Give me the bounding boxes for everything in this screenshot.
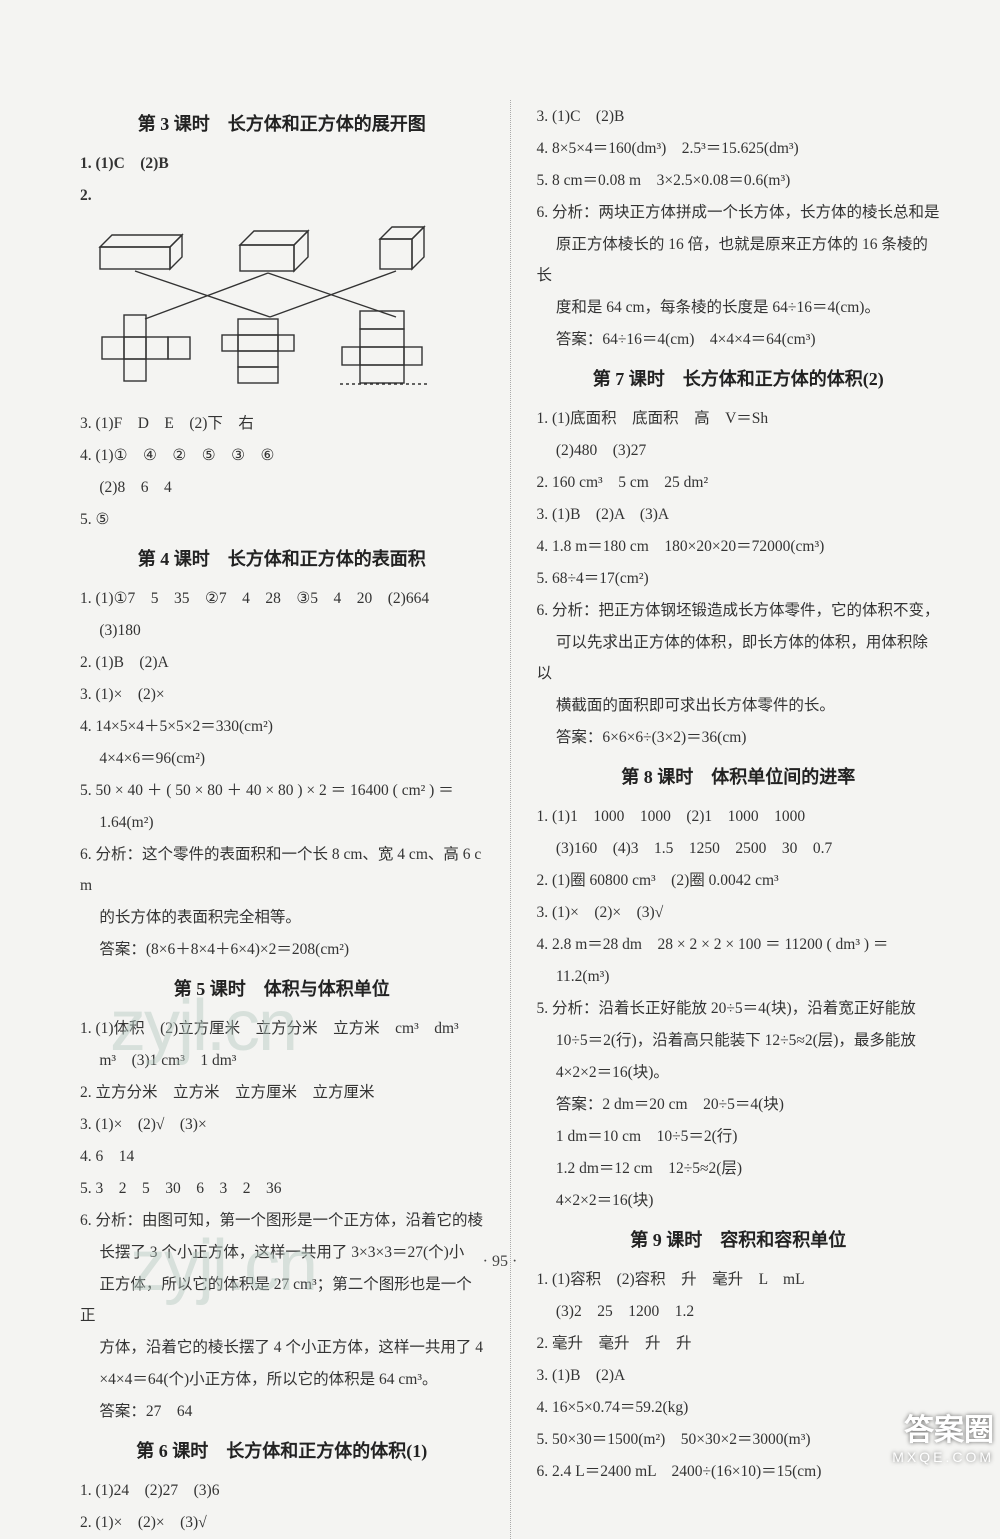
s3-q1: 1. (1)C (2)B xyxy=(80,148,484,179)
s6-l1: 1. (1)24 (2)27 (3)6 xyxy=(80,1475,484,1506)
s8-l1b: (3)160 (4)3 1.5 1250 2500 30 0.7 xyxy=(537,833,941,864)
s8-l2: 2. (1)圈 60800 cm³ (2)圈 0.0042 cm³ xyxy=(537,865,941,896)
right-column: 3. (1)C (2)B 4. 8×5×4＝160(dm³) 2.5³＝15.6… xyxy=(537,100,941,1539)
net-2-icon xyxy=(222,319,294,383)
s6-l2: 2. (1)× (2)× (3)√ xyxy=(80,1507,484,1538)
rt-l7: 答案：64÷16＝4(cm) 4×4×4＝64(cm³) xyxy=(537,324,941,355)
section-4-title: 第 4 课时 长方体和正方体的表面积 xyxy=(80,545,484,571)
s7-l2: 2. 160 cm³ 5 cm 25 dm² xyxy=(537,467,941,498)
s9-l2: 2. 毫升 毫升 升 升 xyxy=(537,1328,941,1359)
page-number: · 95 · xyxy=(0,1253,1000,1271)
s4-l6: 6. 分析：这个零件的表面积和一个长 8 cm、宽 4 cm、高 6 cm xyxy=(80,839,484,901)
column-divider xyxy=(510,100,511,1539)
rt-l4: 6. 分析：两块正方体拼成一个长方体，长方体的棱长总和是 xyxy=(537,197,941,228)
cuboid-3-icon xyxy=(380,227,424,269)
cuboid-2-icon xyxy=(240,231,308,271)
s4-l2: 2. (1)B (2)A xyxy=(80,647,484,678)
s5-l1: 1. (1)体积 (2)立方厘米 立方分米 立方米 cm³ dm³ xyxy=(80,1013,484,1044)
section-5-title: 第 5 课时 体积与体积单位 xyxy=(80,975,484,1001)
nets-svg xyxy=(80,219,460,389)
cuboid-1-icon xyxy=(100,235,182,269)
s9-l4: 4. 16×5×0.74＝59.2(kg) xyxy=(537,1392,941,1423)
s7-l1b: (2)480 (3)27 xyxy=(537,435,941,466)
s3-q5: 5. ⑤ xyxy=(80,504,484,535)
s8-l5e: 1 dm＝10 cm 10÷5＝2(行) xyxy=(537,1121,941,1152)
rt-l5: 原正方体棱长的 16 倍，也就是原来正方体的 16 条棱的长 xyxy=(537,229,941,291)
s3-q4b: (2)8 6 4 xyxy=(80,472,484,503)
s3-q4: 4. (1)① ④ ② ⑤ ③ ⑥ xyxy=(80,440,484,471)
two-column-layout: 第 3 课时 长方体和正方体的展开图 1. (1)C (2)B 2. xyxy=(80,100,940,1539)
s9-l6: 6. 2.4 L＝2400 mL 2400÷(16×10)＝15(cm) xyxy=(537,1456,941,1487)
s5-l3: 3. (1)× (2)√ (3)× xyxy=(80,1109,484,1140)
s3-q3: 3. (1)F D E (2)下 右 xyxy=(80,408,484,439)
rt-l3: 5. 8 cm＝0.08 m 3×2.5×0.08＝0.6(m³) xyxy=(537,165,941,196)
s4-l1: 1. (1)①7 5 35 ②7 4 28 ③5 4 20 (2)664 xyxy=(80,583,484,614)
rt-l1: 3. (1)C (2)B xyxy=(537,101,941,132)
s8-l1: 1. (1)1 1000 1000 (2)1 1000 1000 xyxy=(537,801,941,832)
s4-l5: 5. 50 × 40 ＋ ( 50 × 80 ＋ 40 × 80 ) × 2 ＝… xyxy=(80,775,484,806)
s5-l6d: 方体，沿着它的棱长摆了 4 个小正方体，这样一共用了 4 xyxy=(80,1332,484,1363)
s7-l3: 3. (1)B (2)A (3)A xyxy=(537,499,941,530)
footer-watermark: 答案圈 MXQE.COM xyxy=(892,1405,994,1465)
s5-l6c: 正方体，所以它的体积是 27 cm³；第二个图形也是一个正 xyxy=(80,1269,484,1331)
s8-l5f: 1.2 dm＝12 cm 12÷5≈2(层) xyxy=(537,1153,941,1184)
page: 第 3 课时 长方体和正方体的展开图 1. (1)C (2)B 2. xyxy=(0,0,1000,1471)
s4-l3: 3. (1)× (2)× xyxy=(80,679,484,710)
s9-l1b: (3)2 25 1200 1.2 xyxy=(537,1296,941,1327)
s7-l6b: 可以先求出正方体的体积，即长方体的体积，用体积除以 xyxy=(537,627,941,689)
net-3-icon xyxy=(342,311,422,383)
footer-url: MXQE.COM xyxy=(892,1449,994,1465)
section-8-title: 第 8 课时 体积单位间的进率 xyxy=(537,763,941,789)
rt-l6: 度和是 64 cm，每条棱的长度是 64÷16＝4(cm)。 xyxy=(537,292,941,323)
unfolding-figure xyxy=(80,219,484,394)
s9-l5: 5. 50×30＝1500(m²) 50×30×2＝3000(m³) xyxy=(537,1424,941,1455)
s8-l5b: 10÷5＝2(行)，沿着高只能装下 12÷5≈2(层)，最多能放 xyxy=(537,1025,941,1056)
s7-l6c: 横截面的面积即可求出长方体零件的长。 xyxy=(537,690,941,721)
section-3-title: 第 3 课时 长方体和正方体的展开图 xyxy=(80,110,484,136)
s8-l5d: 答案：2 dm＝20 cm 20÷5＝4(块) xyxy=(537,1089,941,1120)
s8-l4: 4. 2.8 m＝28 dm 28 × 2 × 2 × 100 ＝ 11200 … xyxy=(537,929,941,960)
s5-l6f: 答案：27 64 xyxy=(80,1396,484,1427)
s4-l1b: (3)180 xyxy=(80,615,484,646)
s4-l6c: 答案：(8×6＋8×4＋6×4)×2＝208(cm²) xyxy=(80,934,484,965)
s5-l5: 5. 3 2 5 30 6 3 2 36 xyxy=(80,1173,484,1204)
s8-l4b: 11.2(m³) xyxy=(537,961,941,992)
s8-l5g: 4×2×2＝16(块) xyxy=(537,1185,941,1216)
left-column: 第 3 课时 长方体和正方体的展开图 1. (1)C (2)B 2. xyxy=(80,100,484,1539)
section-9-title: 第 9 课时 容积和容积单位 xyxy=(537,1226,941,1252)
s5-l4: 4. 6 14 xyxy=(80,1141,484,1172)
s4-l4: 4. 14×5×4＋5×5×2＝330(cm²) xyxy=(80,711,484,742)
s4-l4b: 4×4×6＝96(cm²) xyxy=(80,743,484,774)
s9-l3: 3. (1)B (2)A xyxy=(537,1360,941,1391)
s5-l2: 2. 立方分米 立方米 立方厘米 立方厘米 xyxy=(80,1077,484,1108)
s7-l6: 6. 分析：把正方体钢坯锻造成长方体零件，它的体积不变， xyxy=(537,595,941,626)
s8-l3: 3. (1)× (2)× (3)√ xyxy=(537,897,941,928)
section-7-title: 第 7 课时 长方体和正方体的体积(2) xyxy=(537,365,941,391)
s4-l5b: 1.64(m²) xyxy=(80,807,484,838)
footer-brand: 答案圈 xyxy=(892,1405,994,1449)
s3-q2-label: 2. xyxy=(80,180,484,211)
s7-l5: 5. 68÷4＝17(cm²) xyxy=(537,563,941,594)
net-1-icon xyxy=(102,315,190,381)
s5-l6: 6. 分析：由图可知，第一个图形是一个正方体，沿着它的棱 xyxy=(80,1205,484,1236)
s8-l5c: 4×2×2＝16(块)。 xyxy=(537,1057,941,1088)
s5-l1b: m³ (3)1 cm³ 1 dm³ xyxy=(80,1045,484,1076)
s7-l1: 1. (1)底面积 底面积 高 V＝Sh xyxy=(537,403,941,434)
s8-l5: 5. 分析：沿着长正好能放 20÷5＝4(块)，沿着宽正好能放 xyxy=(537,993,941,1024)
section-6-title: 第 6 课时 长方体和正方体的体积(1) xyxy=(80,1437,484,1463)
s7-l4: 4. 1.8 m＝180 cm 180×20×20＝72000(cm³) xyxy=(537,531,941,562)
rt-l2: 4. 8×5×4＝160(dm³) 2.5³＝15.625(dm³) xyxy=(537,133,941,164)
s4-l6b: 的长方体的表面积完全相等。 xyxy=(80,902,484,933)
s7-l6d: 答案：6×6×6÷(3×2)＝36(cm) xyxy=(537,722,941,753)
s5-l6e: ×4×4＝64(个)小正方体，所以它的体积是 64 cm³。 xyxy=(80,1364,484,1395)
